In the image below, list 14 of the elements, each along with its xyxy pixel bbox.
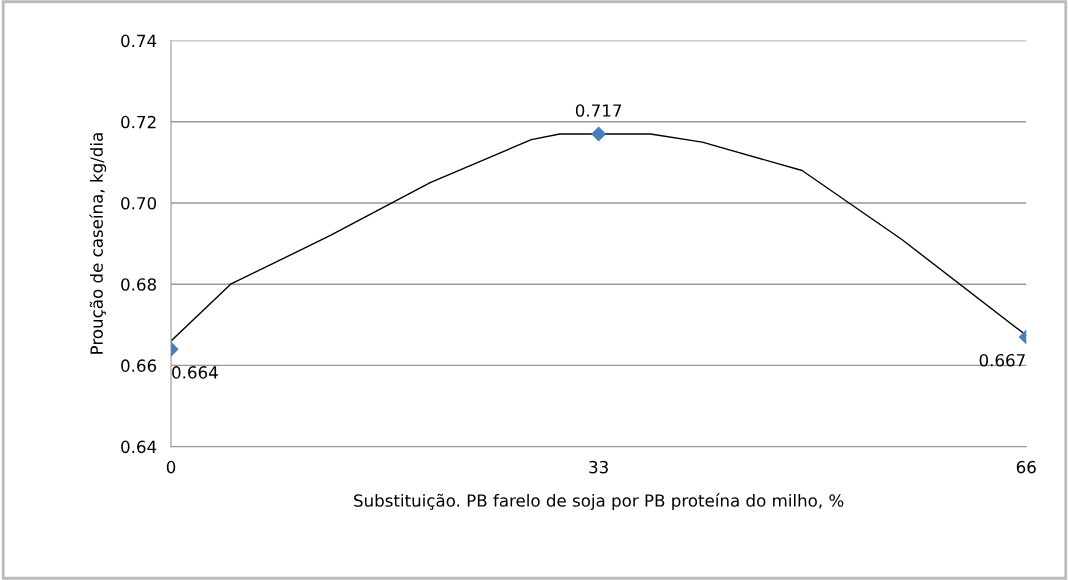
y-axis-title: Proução de caseína, kg/dia <box>89 133 107 354</box>
y-tick-label: 0.66 <box>121 359 157 372</box>
x-axis-title: Substituição. PB farelo de soja por PB proteína do milho, % <box>354 493 844 511</box>
y-tick-label: 0.70 <box>121 196 157 210</box>
data-label: 0.664 <box>172 366 218 379</box>
y-tick-label: 0.72 <box>121 115 156 129</box>
data-label: 0.717 <box>575 104 622 117</box>
data-label: 0.667 <box>979 353 1025 367</box>
x-tick-label: 66 <box>1016 460 1036 474</box>
y-tick-label: 0.64 <box>121 440 157 454</box>
x-tick-label: 0 <box>166 460 176 474</box>
y-tick-label: 0.68 <box>121 278 157 291</box>
x-tick-label: 33 <box>589 460 608 474</box>
y-tick-label: 0.74 <box>121 34 157 48</box>
